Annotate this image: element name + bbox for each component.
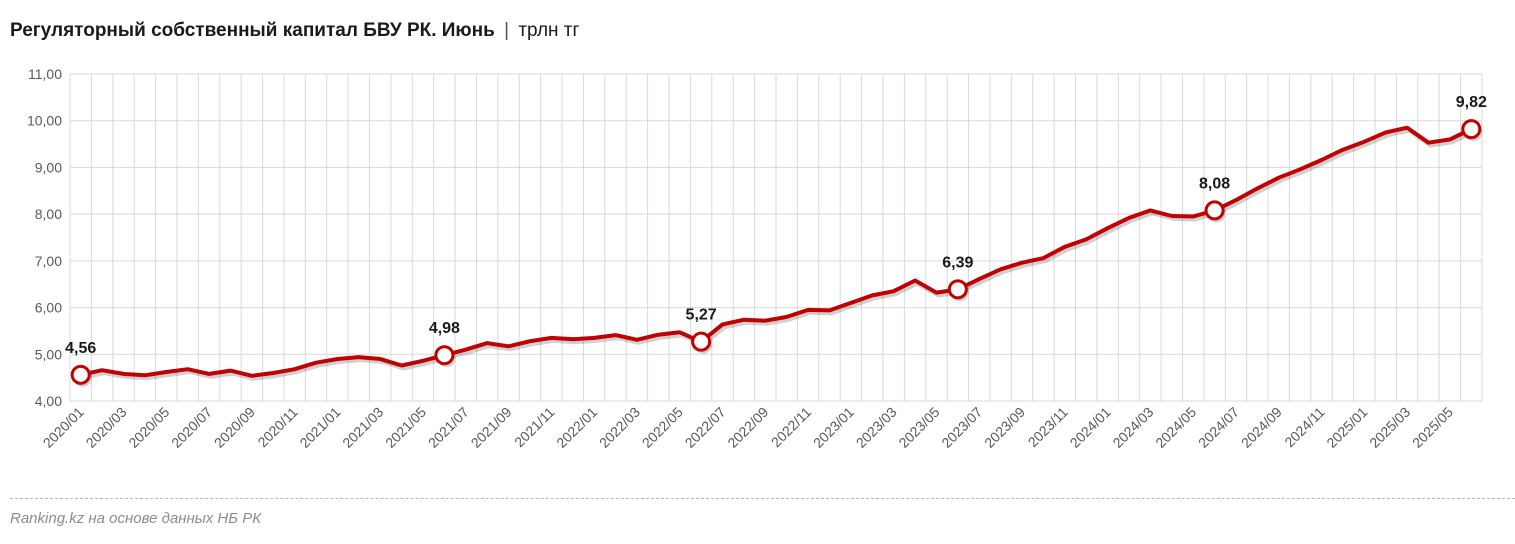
data-label: 8,08: [1199, 175, 1230, 192]
chart-title-text: Регуляторный собственный капитал БВУ РК.…: [10, 20, 495, 41]
x-tick-label: 2020/03: [83, 404, 130, 451]
x-tick-label: 2021/05: [382, 404, 429, 451]
x-tick-label: 2021/09: [468, 404, 515, 451]
x-tick-label: 2024/05: [1152, 404, 1199, 451]
y-tick-label: 9,00: [35, 159, 62, 175]
x-tick-label: 2023/09: [981, 404, 1028, 451]
x-tick-label: 2020/11: [254, 404, 301, 451]
data-label: 4,56: [65, 340, 96, 357]
x-tick-label: 2021/07: [425, 404, 472, 451]
x-tick-label: 2023/07: [938, 404, 985, 451]
x-tick-label: 2022/09: [724, 404, 771, 451]
y-tick-label: 5,00: [35, 346, 62, 362]
x-tick-label: 2022/05: [639, 404, 686, 451]
data-label: 9,82: [1456, 94, 1487, 111]
x-tick-label: 2021/11: [511, 404, 558, 451]
markers: [70, 119, 1483, 387]
x-tick-label: 2023/05: [895, 404, 942, 451]
series: [78, 125, 1475, 381]
y-tick-label: 11,00: [28, 66, 62, 82]
data-label: 6,39: [942, 254, 973, 271]
x-tick-label: 2024/11: [1281, 404, 1328, 451]
x-tick-label: 2025/03: [1366, 404, 1413, 451]
x-tick-label: 2022/11: [768, 404, 815, 451]
chart-unit: трлн тг: [518, 20, 580, 41]
x-tick-label: 2022/03: [596, 404, 643, 451]
x-tick-label: 2024/09: [1238, 404, 1285, 451]
x-tick-label: 2020/01: [40, 404, 87, 451]
y-tick-label: 6,00: [35, 300, 62, 316]
x-tick-label: 2024/01: [1067, 404, 1114, 451]
data-point-marker: [434, 345, 455, 366]
data-point-marker: [1204, 200, 1225, 221]
x-tick-label: 2021/01: [296, 404, 343, 451]
x-tick-label: 2023/01: [810, 404, 857, 451]
data-point-marker: [70, 364, 91, 385]
data-label: 4,98: [429, 320, 460, 337]
x-tick-label: 2020/07: [168, 404, 215, 451]
series-line: [78, 125, 1474, 378]
x-tick-label: 2020/05: [125, 404, 172, 451]
series-line-shadow: [82, 128, 1475, 381]
x-tick-label: 2022/01: [553, 404, 600, 451]
x-tick-label: 2022/07: [682, 404, 729, 451]
data-point-marker: [947, 279, 968, 300]
y-tick-label: 7,00: [35, 253, 62, 269]
data-point-marker: [1461, 119, 1482, 140]
x-tick-label: 2020/09: [211, 404, 258, 451]
title-separator: |: [504, 20, 510, 41]
x-tick-label: 2024/07: [1195, 404, 1242, 451]
data-labels: 4,56 4,98 5,27 6,39 8,08 9,82: [65, 94, 1487, 357]
data-label: 5,27: [686, 307, 717, 324]
y-tick-label: 4,00: [35, 393, 62, 409]
y-tick-label: 10,00: [27, 113, 62, 129]
x-tick-label: 2023/11: [1025, 404, 1072, 451]
footer-divider: [10, 498, 1515, 499]
chart-title: Регуляторный собственный капитал БВУ РК.…: [10, 20, 579, 42]
x-tick-label: 2024/03: [1109, 404, 1156, 451]
x-tick-label: 2023/03: [853, 404, 900, 451]
line-chart: 4,00 5,00 6,00 7,00 8,00 9,00 10,00 11,00 2020/0…: [27, 66, 1487, 451]
source-note: Ranking.kz на основе данных НБ РК: [10, 510, 262, 527]
data-point-marker: [691, 331, 712, 352]
x-tick-label: 2025/05: [1409, 404, 1456, 451]
x-tick-label: 2025/01: [1323, 404, 1370, 451]
y-tick-label: 8,00: [35, 206, 62, 222]
x-tick-label: 2021/03: [339, 404, 386, 451]
gridlines: [69, 73, 1483, 402]
